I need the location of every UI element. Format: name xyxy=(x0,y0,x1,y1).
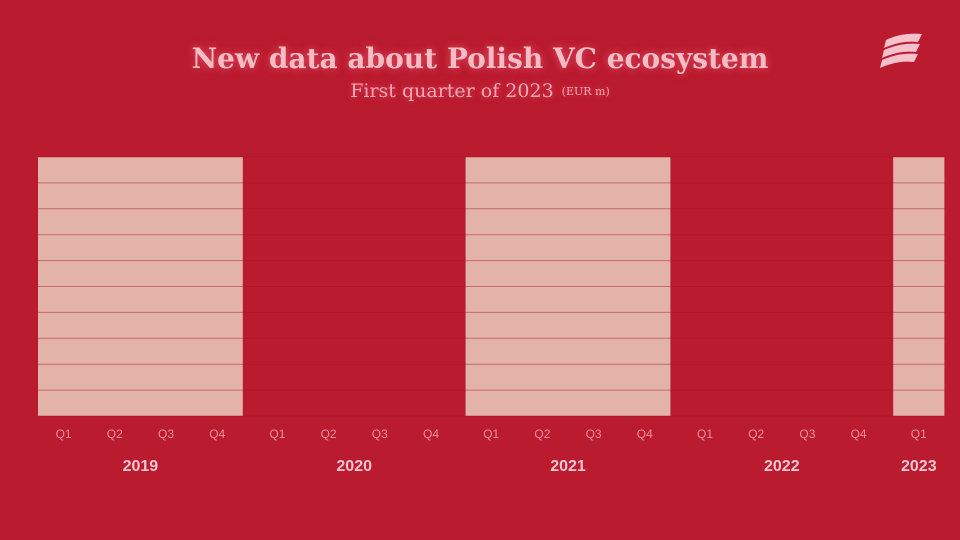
year-label: 2020 xyxy=(336,458,372,475)
gridlines xyxy=(38,156,945,417)
year-label: 2021 xyxy=(550,458,586,475)
quarter-label: Q3 xyxy=(372,427,388,441)
quarter-label: Q2 xyxy=(107,427,123,441)
quarter-label: Q3 xyxy=(799,427,815,441)
year-band-2019 xyxy=(38,157,243,416)
quarter-label: Q4 xyxy=(423,427,439,441)
quarter-label: Q3 xyxy=(158,427,174,441)
year-label: 2019 xyxy=(123,458,159,475)
quarter-label: Q3 xyxy=(586,427,602,441)
quarter-label: Q4 xyxy=(637,427,653,441)
year-band-2023 xyxy=(893,157,945,416)
year-label: 2022 xyxy=(764,458,800,475)
year-bands xyxy=(38,157,945,416)
quarter-label: Q2 xyxy=(534,427,550,441)
quarter-label: Q4 xyxy=(209,427,225,441)
quarter-label: Q1 xyxy=(911,427,927,441)
quarter-label: Q2 xyxy=(321,427,337,441)
quarter-label: Q1 xyxy=(56,427,72,441)
quarter-label: Q2 xyxy=(748,427,764,441)
page-subtitle: First quarter of 2023 (EUR m) xyxy=(0,80,960,102)
year-label: 2023 xyxy=(901,458,937,475)
axis-labels: Q1 Q2 Q3 Q4 2019 Q1 Q2 Q3 Q4 2020 Q1 Q2 Q3 Q4 2021 Q1 Q2… xyxy=(56,427,937,475)
year-band-2021 xyxy=(465,157,671,416)
quarter-label: Q4 xyxy=(851,427,867,441)
subtitle-text: First quarter of 2023 xyxy=(350,80,554,102)
quarter-label: Q1 xyxy=(269,427,285,441)
page-title: New data about Polish VC ecosystem xyxy=(191,42,769,75)
unit-label: (EUR m) xyxy=(561,85,610,98)
stacked-waves-icon xyxy=(880,33,922,68)
quarter-label: Q1 xyxy=(483,427,499,441)
quarter-label: Q1 xyxy=(697,427,713,441)
